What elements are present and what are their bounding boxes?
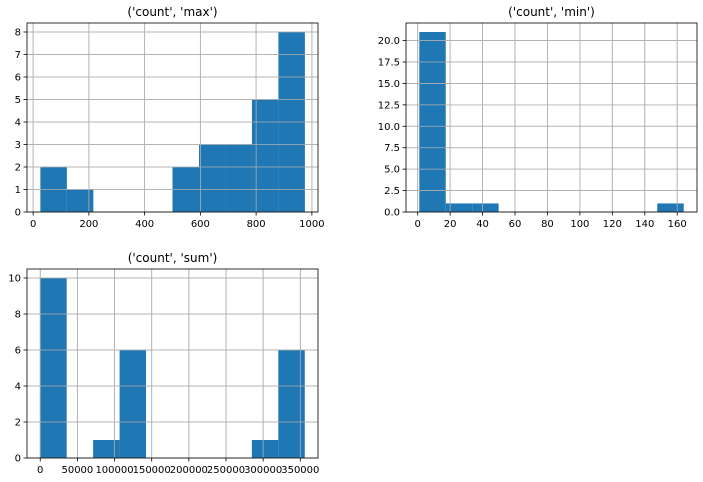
- histogram-bar-count-max-7: [225, 144, 252, 212]
- histogram-bar-count-sum-9: [278, 350, 305, 458]
- subplot-count-min: 0 20 40 60 80 100 120 140 160 0.0 2.5 5.0 7.5 10.0 12.…: [378, 5, 698, 230]
- x-tick-label: 0: [30, 219, 36, 230]
- x-tick-label: 160: [668, 219, 687, 230]
- y-tick-label: 6: [15, 346, 21, 357]
- x-tick-label: 600: [191, 219, 210, 230]
- y-tick-label: 4: [15, 118, 21, 129]
- axes-frame: [26, 268, 319, 459]
- y-tick-label: 2: [15, 418, 21, 429]
- y-tick-label: 5.0: [384, 165, 400, 176]
- y-tick-label: 7.5: [384, 143, 400, 154]
- histogram-bar-count-min-9: [657, 203, 684, 212]
- x-tick-label: 350000: [281, 465, 319, 476]
- x-tick-label: 250000: [207, 465, 245, 476]
- y-tick-label: 0: [15, 454, 21, 465]
- x-tick-label: 120: [603, 219, 622, 230]
- histogram-bar-count-max-6: [198, 144, 226, 212]
- x-tick-label: 140: [635, 219, 654, 230]
- histogram-bar-count-sum-8: [251, 440, 279, 458]
- x-tick-label: 100000: [95, 465, 133, 476]
- histogram-bar-count-max-1: [66, 189, 94, 212]
- axes-frame: [26, 22, 319, 213]
- chart-title: ('count', 'min'): [508, 5, 595, 19]
- y-tick-label: 0.0: [384, 208, 400, 219]
- y-tick-label: 10.0: [378, 122, 400, 133]
- y-tick-label: 3: [15, 140, 21, 151]
- x-tick-label: 300000: [244, 465, 282, 476]
- x-tick-label: 60: [509, 219, 522, 230]
- y-tick-label: 17.5: [378, 58, 400, 69]
- y-tick-label: 6: [15, 73, 21, 84]
- y-tick-label: 8: [15, 310, 21, 321]
- x-tick-label: 80: [541, 219, 554, 230]
- x-tick-label: 200000: [170, 465, 208, 476]
- y-tick-label: 1: [15, 185, 21, 196]
- y-tick-label: 5: [15, 95, 21, 106]
- y-tick-label: 20.0: [378, 36, 400, 47]
- subplot-count-sum: 0 50000 1000001500002000002500003000003500…: [8, 251, 319, 476]
- histogram-bar-count-sum-0: [40, 278, 67, 458]
- y-tick-label: 8: [15, 28, 21, 39]
- x-tick-label: 50000: [61, 465, 93, 476]
- y-tick-label: 2: [15, 163, 21, 174]
- x-tick-label: 200: [79, 219, 98, 230]
- x-tick-label: 800: [247, 219, 266, 230]
- x-tick-label: 0: [37, 465, 43, 476]
- y-tick-label: 0: [15, 208, 21, 219]
- histogram-bar-count-min-0: [419, 32, 446, 212]
- y-tick-label: 10: [8, 274, 21, 285]
- histogram-bar-count-min-1: [445, 203, 473, 212]
- histogram-bar-count-min-2: [472, 203, 499, 212]
- y-tick-label: 2.5: [384, 186, 400, 197]
- x-tick-label: 1000: [299, 219, 324, 230]
- x-tick-label: 40: [476, 219, 489, 230]
- histogram-bar-count-sum-3: [119, 350, 147, 458]
- y-tick-label: 12.5: [378, 100, 400, 111]
- y-tick-label: 7: [15, 50, 21, 61]
- x-tick-label: 20: [444, 219, 457, 230]
- x-tick-label: 150000: [133, 465, 171, 476]
- y-tick-label: 15.0: [378, 79, 400, 90]
- subplot-count-max: 0 200 400 600 800 1000 0 1 2 3 4 5 6 7 8 ('count', 'max…: [15, 5, 325, 230]
- y-tick-label: 4: [15, 382, 21, 393]
- x-tick-label: 0: [414, 219, 420, 230]
- chart-title: ('count', 'max'): [127, 5, 217, 19]
- x-tick-label: 100: [570, 219, 589, 230]
- chart-title: ('count', 'sum'): [128, 251, 218, 265]
- histogram-bar-count-sum-2: [93, 440, 120, 458]
- x-tick-label: 400: [135, 219, 154, 230]
- axes-frame: [405, 22, 698, 213]
